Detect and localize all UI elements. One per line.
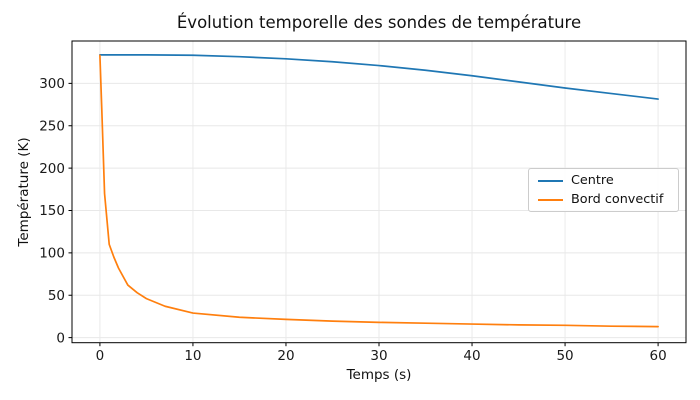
y-tick-label: 100 — [39, 246, 65, 262]
y-tick-label: 300 — [39, 76, 65, 92]
legend-line-sample-bord-convectif — [538, 198, 563, 201]
y-axis-label: Température (K) — [16, 137, 32, 247]
x-tick-label: 20 — [277, 348, 294, 364]
legend-line-sample-centre — [538, 179, 563, 182]
y-tick-label: 50 — [48, 288, 65, 304]
y-tick-label: 250 — [39, 118, 65, 134]
legend-item-centre: Centre — [538, 173, 669, 188]
x-axis-label: Temps (s) — [346, 367, 412, 383]
legend-item-bord-convectif: Bord convectif — [538, 192, 669, 207]
y-tick-label: 0 — [56, 330, 65, 346]
x-tick-label: 30 — [370, 348, 387, 364]
chart-title: Évolution temporelle des sondes de tempé… — [176, 13, 582, 32]
y-tick-label: 200 — [39, 161, 65, 177]
x-tick-label: 40 — [463, 348, 480, 364]
legend-label-centre: Centre — [571, 173, 614, 188]
series-line-bord-convectif — [99, 54, 659, 328]
x-tick-label: 50 — [556, 348, 573, 364]
x-tick-label: 60 — [649, 348, 666, 364]
x-tick-label: 0 — [96, 348, 105, 364]
y-tick-label: 150 — [39, 203, 65, 219]
x-tick-label: 10 — [184, 348, 201, 364]
legend: Centre Bord convectif — [528, 168, 679, 212]
series-line-centre — [99, 54, 659, 100]
legend-label-bord-convectif: Bord convectif — [571, 192, 664, 207]
